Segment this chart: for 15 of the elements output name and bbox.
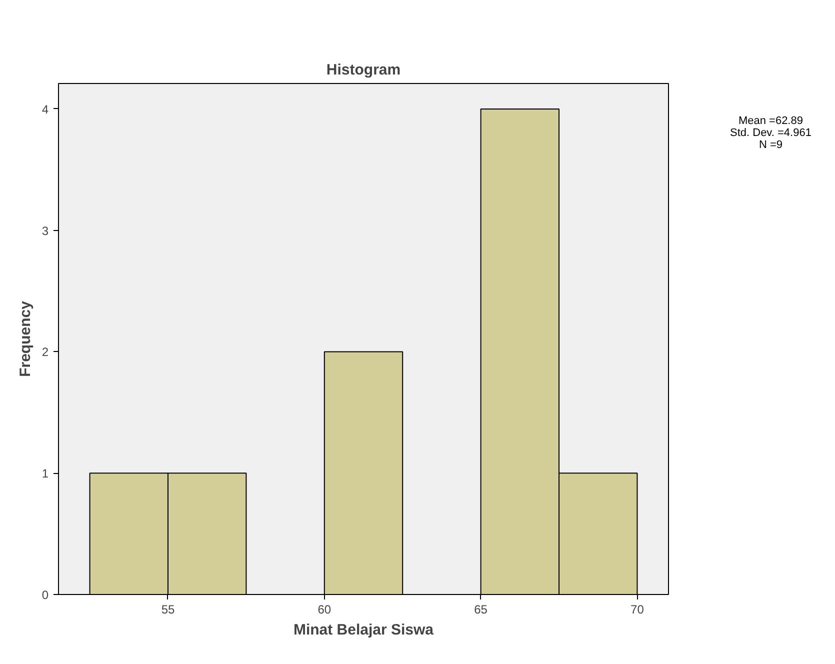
y-tick-label: 0 — [42, 588, 49, 602]
y-axis-title: Frequency — [16, 300, 34, 377]
x-tick-label: 70 — [630, 602, 644, 616]
y-tick-label: 1 — [42, 466, 49, 481]
text: Mean =62.89 — [738, 115, 803, 127]
x-tick-label: 65 — [474, 602, 488, 616]
chart-title: Histogram — [326, 62, 401, 78]
text: N =9 — [758, 139, 782, 151]
y-tick-label: 2 — [42, 345, 49, 360]
y-tick-label: 3 — [42, 224, 49, 238]
x-axis-title: Minat Belajar Siswa — [293, 622, 434, 638]
x-tick-label: 55 — [161, 602, 175, 616]
x-tick-label: 60 — [318, 602, 332, 616]
y-tick-label: 4 — [42, 102, 49, 116]
text: Std. Dev. =4.961 — [730, 127, 812, 139]
